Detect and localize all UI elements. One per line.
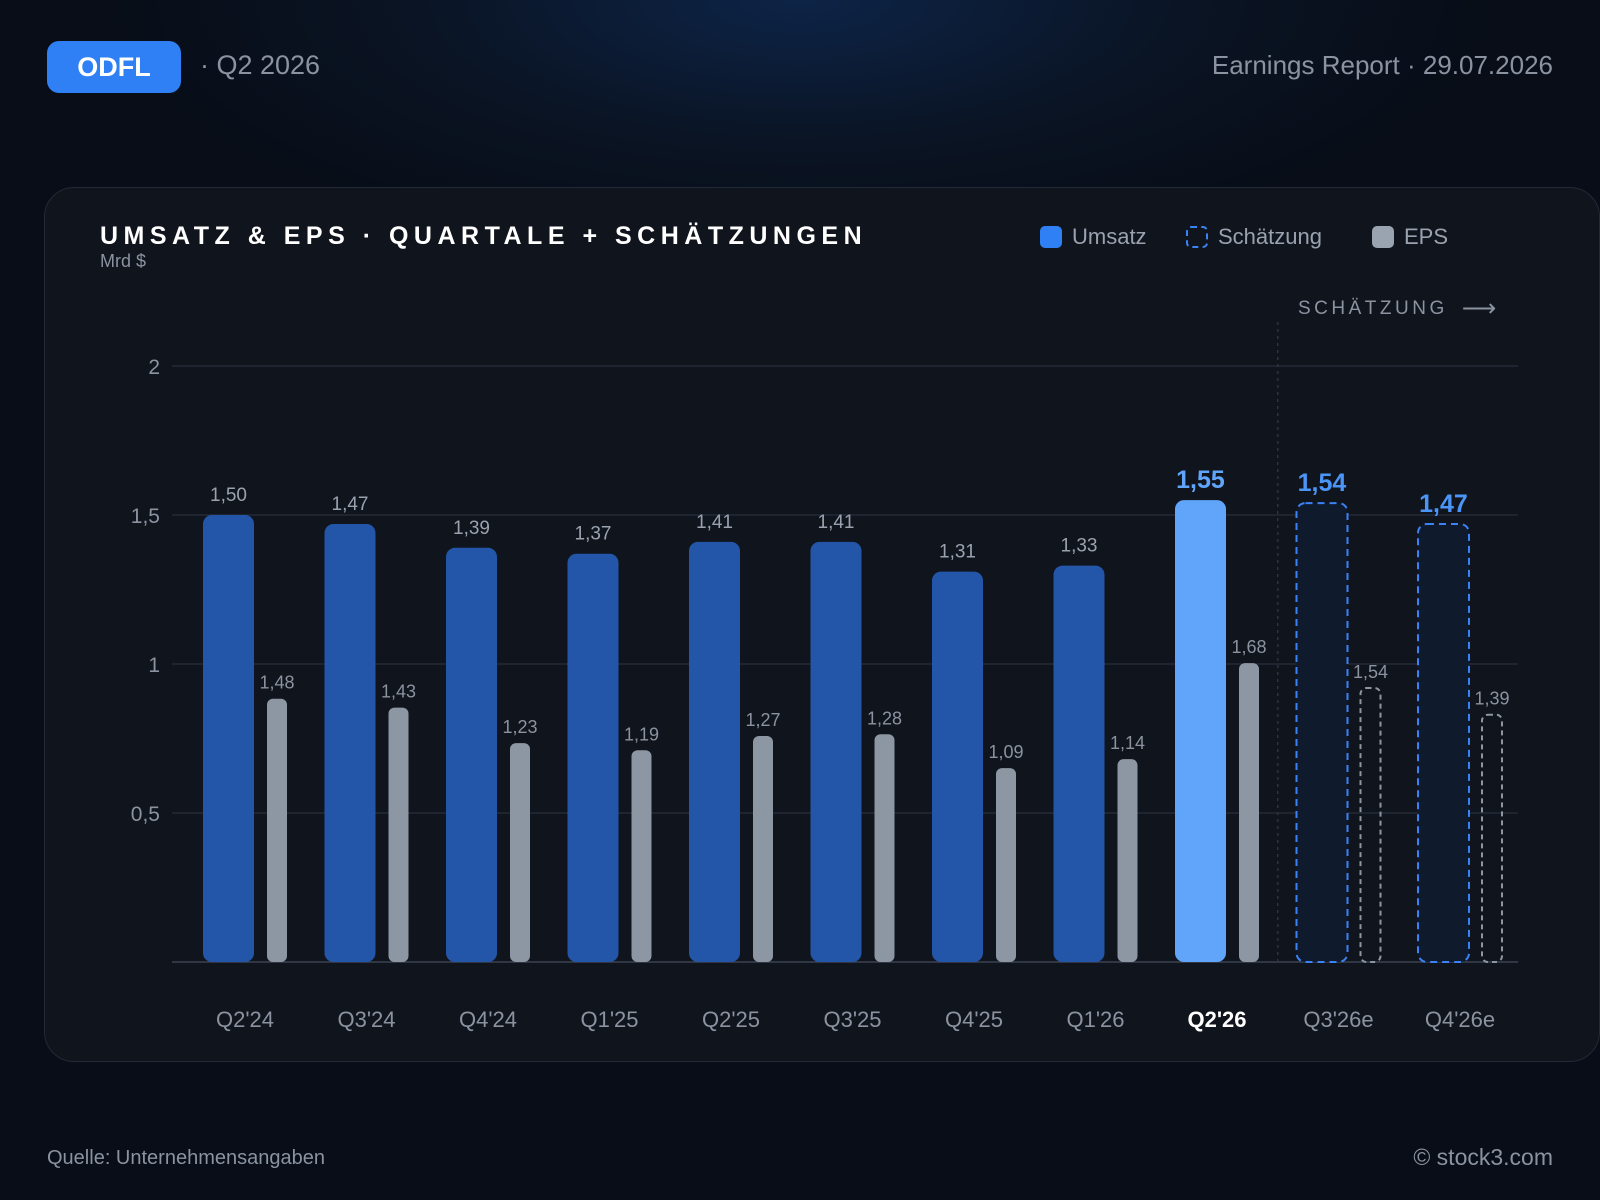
revenue-bar bbox=[932, 571, 983, 962]
footer-copyright: © stock3.com bbox=[1413, 1144, 1553, 1170]
x-tick-label: Q3'26e bbox=[1303, 1007, 1373, 1032]
revenue-bar bbox=[810, 541, 862, 962]
legend-swatch-estimate bbox=[1186, 226, 1208, 248]
revenue-value-label: 1,54 bbox=[1298, 469, 1347, 497]
ticker-badge: ODFL bbox=[47, 41, 181, 93]
x-tick-label: Q3'25 bbox=[823, 1007, 881, 1032]
revenue-value-label: 1,33 bbox=[1061, 536, 1098, 557]
revenue-value-label: 1,47 bbox=[1419, 490, 1468, 518]
revenue-value-label: 1,55 bbox=[1176, 466, 1225, 494]
y-tick-label: 1 bbox=[148, 654, 160, 677]
x-tick-label: Q1'25 bbox=[580, 1007, 638, 1032]
revenue-value-label: 1,31 bbox=[939, 542, 976, 563]
revenue-value-label: 1,47 bbox=[332, 494, 369, 515]
arrow-right-icon: ⟶ bbox=[1461, 295, 1497, 322]
revenue-value-label: 1,50 bbox=[210, 485, 247, 506]
chart-title: UMSATZ & EPS · QUARTALE + SCHÄTZUNGEN bbox=[100, 222, 868, 250]
eps-value-label: 1,19 bbox=[624, 724, 659, 744]
eps-value-label: 1,39 bbox=[1474, 689, 1509, 709]
report-date: Earnings Report · 29.07.2026 bbox=[1211, 50, 1553, 80]
x-tick-label: Q2'24 bbox=[216, 1007, 274, 1032]
eps-value-label: 1,48 bbox=[259, 673, 294, 693]
revenue-bar bbox=[324, 523, 376, 962]
eps-bar bbox=[753, 736, 773, 962]
legend-item-umsatz: Umsatz bbox=[1040, 224, 1147, 250]
revenue-value-label: 1,37 bbox=[575, 524, 612, 545]
revenue-value-label: 1,39 bbox=[453, 518, 490, 539]
legend-item-estimate: Schätzung bbox=[1186, 224, 1322, 250]
chart-unit: Mrd $ bbox=[100, 251, 147, 271]
revenue-value-label: 1,41 bbox=[696, 512, 733, 533]
eps-bar bbox=[267, 698, 287, 962]
eps-value-label: 1,23 bbox=[502, 717, 537, 737]
eps-value-label: 1,27 bbox=[745, 710, 780, 730]
legend-swatch-umsatz bbox=[1040, 226, 1062, 248]
revenue-bar bbox=[567, 553, 619, 962]
eps-value-label: 1,09 bbox=[988, 742, 1023, 762]
revenue-bar-estimate bbox=[1295, 502, 1349, 963]
legend-swatch-eps bbox=[1372, 226, 1394, 248]
x-tick-label: Q4'26e bbox=[1425, 1007, 1495, 1032]
x-tick-label: Q1'26 bbox=[1066, 1007, 1124, 1032]
eps-bar bbox=[996, 768, 1016, 962]
eps-bar bbox=[510, 743, 530, 962]
x-tick-label: Q2'25 bbox=[702, 1007, 760, 1032]
eps-bar bbox=[874, 734, 895, 962]
eps-bar bbox=[1239, 663, 1259, 962]
revenue-bar bbox=[689, 541, 740, 962]
x-tick-label: Q2'26 bbox=[1187, 1007, 1246, 1032]
y-tick-label: 2 bbox=[148, 356, 160, 379]
ticker-label: ODFL bbox=[77, 51, 151, 82]
x-tick-label: Q3'24 bbox=[337, 1007, 395, 1032]
footer-source: Quelle: Unternehmensangaben bbox=[47, 1147, 325, 1169]
eps-value-label: 1,28 bbox=[867, 708, 902, 728]
eps-value-label: 1,14 bbox=[1110, 733, 1145, 753]
revenue-bar-current bbox=[1175, 500, 1226, 962]
y-tick-label: 1,5 bbox=[131, 505, 160, 528]
revenue-bar bbox=[446, 547, 497, 962]
revenue-value-label: 1,41 bbox=[818, 512, 855, 533]
eps-value-label: 1,43 bbox=[381, 682, 416, 702]
revenue-bar-estimate bbox=[1417, 522, 1470, 963]
x-tick-label: Q4'24 bbox=[459, 1007, 517, 1032]
legend-item-eps: EPS bbox=[1372, 224, 1448, 250]
eps-bar bbox=[1117, 759, 1138, 962]
revenue-bar bbox=[1053, 565, 1105, 962]
eps-bar bbox=[388, 707, 409, 962]
eps-bar-estimate bbox=[1481, 713, 1503, 963]
estimate-marker-label: SCHÄTZUNG bbox=[1298, 297, 1448, 319]
legend-label-eps: EPS bbox=[1404, 224, 1449, 249]
estimate-marker: SCHÄTZUNG ⟶ bbox=[1298, 294, 1496, 323]
quarter-label: · Q2 2026 bbox=[200, 50, 321, 80]
eps-value-label: 1,54 bbox=[1353, 662, 1388, 682]
y-tick-label: 0,5 bbox=[131, 803, 160, 826]
eps-bar bbox=[631, 750, 652, 962]
legend-label-umsatz: Umsatz bbox=[1072, 224, 1147, 249]
eps-bar-estimate bbox=[1359, 687, 1382, 963]
revenue-bar bbox=[203, 515, 254, 962]
x-tick-label: Q4'25 bbox=[945, 1007, 1003, 1032]
legend-label-estimate: Schätzung bbox=[1218, 224, 1322, 249]
eps-value-label: 1,68 bbox=[1231, 637, 1266, 657]
